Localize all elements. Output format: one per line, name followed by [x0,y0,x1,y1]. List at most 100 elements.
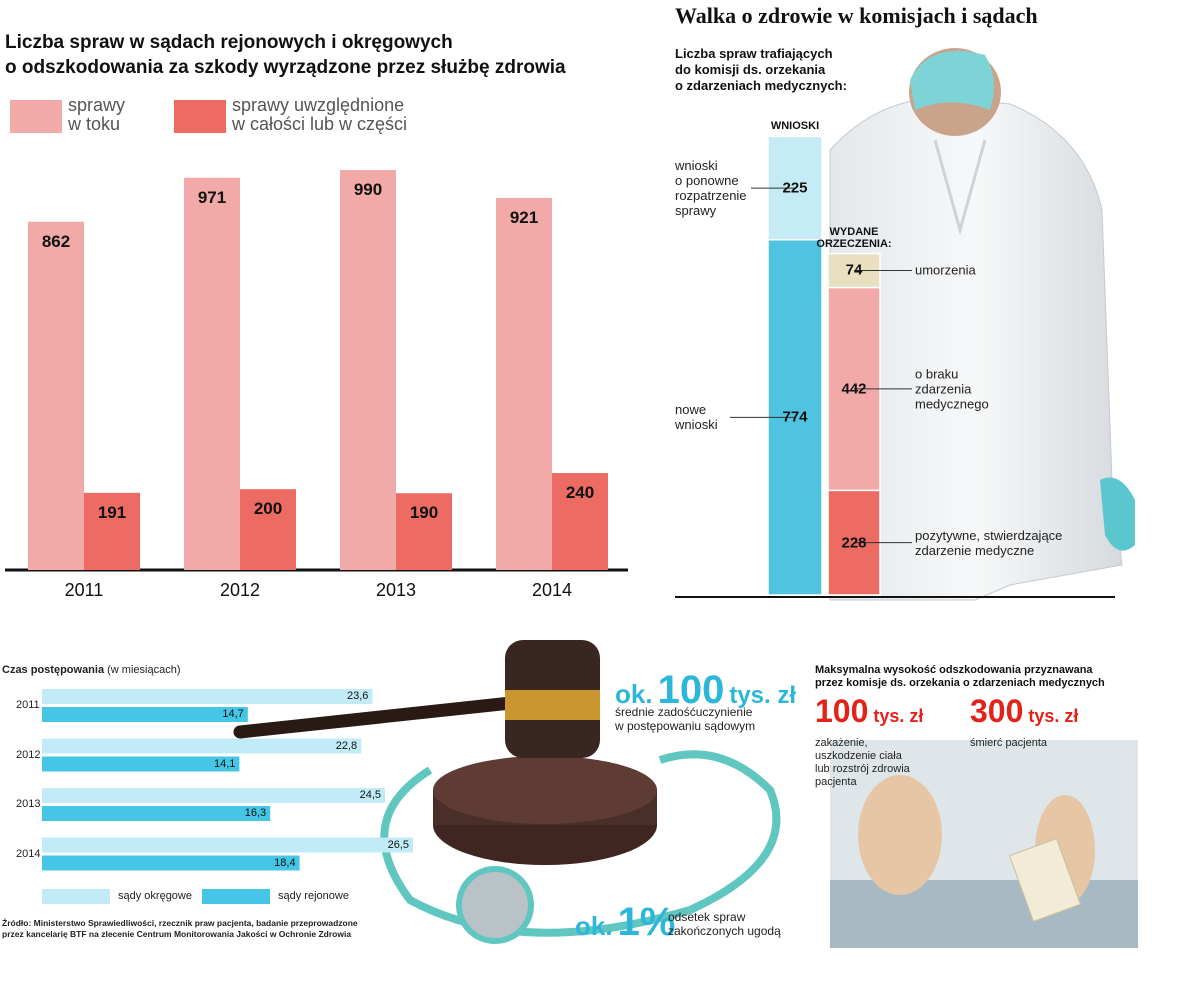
value-label: 862 [41,231,71,251]
value-label: 200 [253,499,283,519]
x-tick-label: 2011 [64,580,104,600]
chart-title: Czas postępowania (w miesiącach) [2,664,181,676]
stethoscope-chest [456,866,534,944]
chart-title: Liczba spraw trafiających do komisji ds.… [675,46,847,93]
value-label: 225 [782,179,808,197]
y-tick-label: 2013 [16,798,41,810]
legend-swatch [10,100,62,133]
value-label: 240 [565,483,595,503]
fact-text: odsetek spraw zakończonych ugodą [668,910,781,938]
category-label: WNIOSKI [770,120,820,133]
amount-text: śmierć pacjenta [970,737,1048,749]
value-label: 14,7 [222,708,244,720]
gavel-block [433,756,657,824]
amount-unit: tys. zł [1028,706,1079,726]
glove-hand [1100,477,1135,551]
value-label: 990 [353,180,383,200]
main-title: Walka o zdrowie w komisjach i sądach [675,3,1038,28]
amount-number: 100 [815,693,869,729]
legend-label: sądy rejonowe [278,890,349,902]
fact-prefix: ok. [615,679,653,709]
legend-label: sprawy uwzględnione w całości lub w częś… [232,95,408,134]
fact-amount: ok. 100 tys. zł [615,668,796,713]
amount-number: 300 [970,693,1024,729]
subtitle-text: (w miesiącach) [107,664,181,676]
segment-label: o braku zdarzenia medycznego [915,366,989,412]
stethoscope-tube [380,750,781,937]
bar [42,707,248,722]
x-tick-label: 2012 [219,580,261,600]
fact-number: 100 [657,668,725,712]
value-label: 74 [845,261,863,279]
legend-swatch [42,889,110,904]
section-title: Maksymalna wysokość odszkodowania przyzn… [815,664,1105,689]
value-label: 23,6 [346,690,369,702]
amount: 300 tys. zł [970,693,1078,730]
fact-number: 1% [617,900,676,944]
title-text: Czas postępowania [2,664,105,676]
gavel-handle [233,695,527,739]
bar [496,197,552,570]
gavel-band [505,690,600,720]
bar [240,489,296,570]
bar [42,788,385,803]
segment-label: wnioski o ponowne rozpatrzenie sprawy [675,158,751,219]
value-label: 14,1 [213,757,236,770]
bar [42,738,362,754]
amount: 100 tys. zł [815,693,923,730]
legend-label: sądy okręgowe [118,890,192,902]
photo-table [830,880,1138,948]
coat-collar [933,139,987,236]
doctor-coat [829,97,1123,601]
value-label: 921 [509,207,539,227]
bar [552,473,608,570]
bar [396,493,452,570]
fact-unit: tys. zł [729,682,797,709]
fact-text: średnie zadośćuczynienie w postępowaniu … [615,705,756,733]
bar [42,855,300,871]
segment-label: pozytywne, stwierdzające zdarzenie medyc… [915,527,1063,558]
value-label: 24,5 [359,789,381,801]
glove-head [910,50,994,110]
category-label: WYDANE ORZECZENIA: [816,225,892,250]
value-label: 18,4 [274,856,296,869]
bar [184,177,240,570]
value-label: 442 [841,380,867,398]
x-tick-label: 2014 [531,580,573,600]
bar [42,689,373,704]
y-tick-label: 2011 [16,699,40,711]
y-tick-label: 2012 [16,748,41,761]
value-label: 16,3 [244,807,267,819]
legend-swatch [174,100,226,133]
source-note: Źródło: Ministerstwo Sprawiedliwości, rz… [2,918,358,939]
value-label: 190 [409,503,439,523]
fact-prefix: ok. [575,911,613,941]
y-tick-label: 2014 [16,847,41,860]
foot [858,775,942,895]
amount-unit: tys. zł [873,706,924,726]
bar [340,170,396,571]
value-label: 228 [841,534,867,552]
bar [42,756,240,772]
value-label: 22,8 [335,739,358,752]
fact-amount: ok. 1% [575,900,675,945]
amount-text: zakażenie, uszkodzenie ciała lub rozstró… [815,737,910,788]
value-label: 191 [97,502,127,522]
value-label: 774 [782,408,808,426]
bar [84,492,140,570]
bar [28,221,84,570]
legend-swatch [202,889,270,904]
value-label: 971 [197,187,227,207]
chart-title: Liczba spraw w sądach rejonowych i okręg… [5,32,566,78]
x-tick-label: 2013 [375,580,417,600]
legend-label: sprawy w toku [68,95,126,134]
toe-tag [1008,837,1082,923]
bar [42,806,271,821]
segment-label: nowe wnioski [675,402,722,433]
segment-label: umorzenia [915,262,976,278]
value-label: 26,5 [387,838,409,851]
bar [42,837,413,853]
